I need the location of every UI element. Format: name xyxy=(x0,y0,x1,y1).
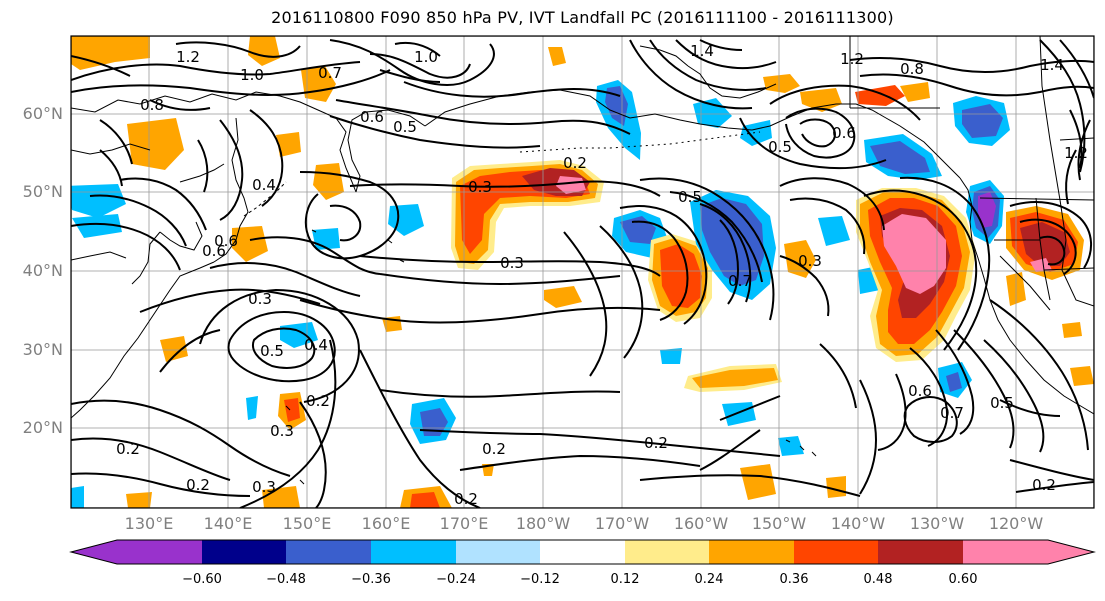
lon-label: 160°E xyxy=(361,514,411,533)
lon-label: 140°E xyxy=(203,514,253,533)
contour-label: 0.6 xyxy=(214,232,238,250)
colorbar-extend-max xyxy=(1048,540,1094,564)
contour-label: 0.5 xyxy=(393,118,417,136)
contour-label: 1.0 xyxy=(240,66,264,84)
contour-label: 0.5 xyxy=(260,342,284,360)
lat-label-30N: 30°N xyxy=(22,340,63,359)
lon-label: 170°W xyxy=(594,514,650,533)
colorbar-cell xyxy=(878,540,963,564)
contour-label: 0.3 xyxy=(468,178,492,196)
colorbar-cell xyxy=(202,540,286,564)
contour-label: 0.3 xyxy=(500,254,524,272)
graticule xyxy=(71,36,1094,508)
lon-label: 180°W xyxy=(515,514,571,533)
contour-label: 0.7 xyxy=(940,404,964,422)
contour-label: 0.2 xyxy=(116,440,140,458)
contour-label: 1.2 xyxy=(840,50,864,68)
lon-label: 140°W xyxy=(830,514,886,533)
colorbar-cell xyxy=(794,540,878,564)
map-frame xyxy=(70,35,1095,509)
lat-label-40N: 40°N xyxy=(22,261,63,280)
lat-label-60N: 60°N xyxy=(22,104,63,123)
colorbar-tick: −0.48 xyxy=(266,572,306,587)
lat-label-20N: 20°N xyxy=(22,418,63,437)
colorbar-tick: 0.36 xyxy=(779,572,809,587)
lon-label: 160°W xyxy=(673,514,729,533)
colorbar-tick: −0.60 xyxy=(182,572,222,587)
contour-label: 0.6 xyxy=(202,242,226,260)
page-title: 2016110800 F090 850 hPa PV, IVT Landfall… xyxy=(271,8,894,27)
contour-label: 0.3 xyxy=(798,252,822,270)
contour-label: 0.5 xyxy=(678,188,702,206)
lat-label-50N: 50°N xyxy=(22,182,63,201)
contour-label: 1.4 xyxy=(690,42,714,60)
contour-label: 0.3 xyxy=(248,290,272,308)
colorbar-tick: −0.24 xyxy=(436,572,476,587)
colorbar-cell xyxy=(371,540,456,564)
colorbar-cell xyxy=(117,540,202,564)
lon-label: 120°W xyxy=(988,514,1044,533)
colorbar-tick: 0.12 xyxy=(610,572,640,587)
contour-label: 0.4 xyxy=(252,176,276,194)
colorbar-tick: 0.48 xyxy=(863,572,893,587)
contour-label: 1.2 xyxy=(1064,144,1088,162)
colorbar-cell xyxy=(963,540,1048,564)
coastlines xyxy=(71,36,1094,485)
contour-label: 0.2 xyxy=(482,440,506,458)
contour-label: 0.5 xyxy=(768,138,792,156)
colorbar-cell xyxy=(286,540,371,564)
contour-label: 0.6 xyxy=(832,124,856,142)
colorbar-tick: 0.24 xyxy=(694,572,724,587)
contour-labels: 1.2 1.0 0.7 1.0 1.4 1.2 0.8 1.4 0.8 0.6 … xyxy=(116,42,1088,508)
contour-label: 0.6 xyxy=(360,108,384,126)
contour-label: 0.2 xyxy=(454,490,478,508)
colorbar-cell xyxy=(625,540,709,564)
colorbar-tick: 0.60 xyxy=(948,572,978,587)
contour-label: 0.2 xyxy=(186,476,210,494)
contour-label: 0.2 xyxy=(563,154,587,172)
colorbar-tick: −0.36 xyxy=(351,572,391,587)
lon-label: 150°W xyxy=(751,514,807,533)
contour-label: 1.0 xyxy=(414,48,438,66)
contour-label: 0.7 xyxy=(728,272,752,290)
lon-label: 130°E xyxy=(124,514,174,533)
contour-label: 0.2 xyxy=(306,392,330,410)
colorbar-cell xyxy=(540,540,625,564)
contour-label: 0.2 xyxy=(644,434,668,452)
lon-label: 170°E xyxy=(439,514,489,533)
contour-label: 0.4 xyxy=(304,336,328,354)
colorbar-tick: −0.12 xyxy=(520,572,560,587)
pv-contours xyxy=(71,39,1094,508)
contour-label: 1.2 xyxy=(176,48,200,66)
contour-label: 0.3 xyxy=(270,422,294,440)
contour-label: 0.2 xyxy=(1032,476,1056,494)
contour-label: 0.7 xyxy=(318,64,342,82)
colorbar-cell xyxy=(709,540,794,564)
contour-label: 0.8 xyxy=(900,60,924,78)
contour-label: 0.5 xyxy=(990,394,1014,412)
contour-label: 0.8 xyxy=(140,96,164,114)
colorbar-extend-min xyxy=(71,540,117,564)
colorbar-cell xyxy=(456,540,540,564)
contour-label: 1.4 xyxy=(1040,56,1064,74)
contour-label: 0.3 xyxy=(252,478,276,496)
lon-label: 130°W xyxy=(909,514,965,533)
lon-label: 150°E xyxy=(282,514,332,533)
contour-label: 0.6 xyxy=(908,382,932,400)
